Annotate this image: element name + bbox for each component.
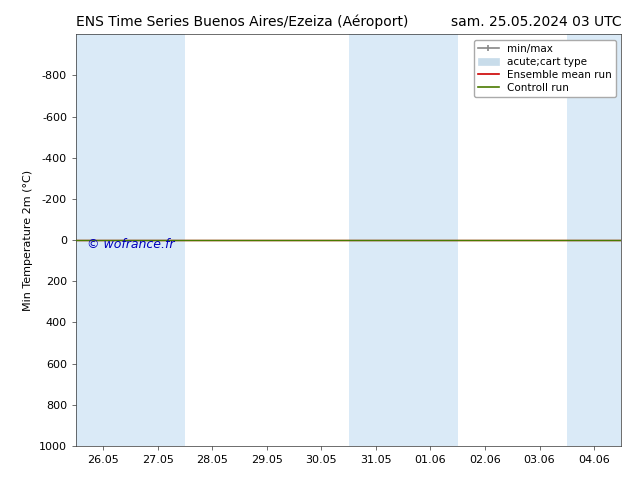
Bar	[76, 34, 131, 446]
Legend: min/max, acute;cart type, Ensemble mean run, Controll run: min/max, acute;cart type, Ensemble mean …	[474, 40, 616, 97]
Bar	[403, 34, 458, 446]
Text: © wofrance.fr: © wofrance.fr	[87, 238, 174, 251]
Bar	[567, 34, 621, 446]
Text: sam. 25.05.2024 03 UTC: sam. 25.05.2024 03 UTC	[451, 15, 621, 29]
Bar	[349, 34, 403, 446]
Text: ENS Time Series Buenos Aires/Ezeiza (Aéroport): ENS Time Series Buenos Aires/Ezeiza (Aér…	[76, 15, 408, 29]
Bar	[131, 34, 185, 446]
Y-axis label: Min Temperature 2m (°C): Min Temperature 2m (°C)	[23, 170, 34, 311]
